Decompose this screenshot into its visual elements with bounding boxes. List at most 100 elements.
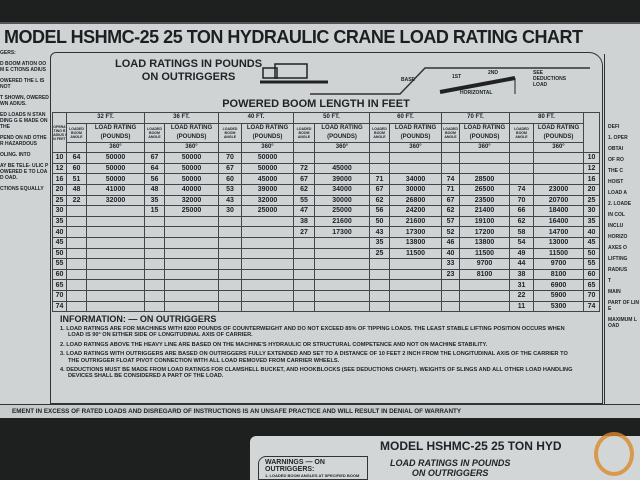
load-cell: 11500 (533, 247, 584, 260)
boom-length-header: 36 FT. (144, 112, 219, 124)
boom-length-header: 40 FT. (218, 112, 294, 124)
powered-boom-length-heading: POWERED BOOM LENGTH IN FEET (222, 98, 410, 110)
radius-cell: 12 (52, 162, 67, 175)
warnings-column: GERS: D BOOM ATION OOM E CTIONS ADIUS OWER… (0, 50, 49, 197)
boom-angle-cell: 46 (441, 236, 460, 249)
rotation-header: 360° (164, 141, 219, 154)
boom-angle-cell: 55 (293, 194, 315, 207)
load-cell: 23500 (459, 194, 510, 207)
load-cell: 6900 (533, 279, 584, 291)
boom-angle-header: LOADED BOOM ANGLE (144, 122, 165, 143)
boom-angle-cell: 67 (144, 152, 165, 164)
radius-cell: 35 (52, 215, 67, 228)
boom-angle-cell: 25 (369, 247, 390, 260)
radius-cell-right: 65 (583, 279, 600, 291)
definition-text: AXES O (608, 245, 627, 251)
lower-load-line-2: ON OUTRIGGERS (411, 468, 489, 478)
table-row: 25 22 32000 35 32000 43 32000 55 30000 62 26800 67 2… (52, 194, 600, 207)
boom-angle-cell: 56 (144, 173, 165, 185)
boom-angle-cell: 54 (509, 236, 534, 249)
radius-cell-right: 12 (583, 162, 600, 175)
radius-cell: 55 (52, 258, 67, 270)
radius-header: OPERATING RADIUS IN FEET (52, 111, 67, 154)
lower-plate (250, 436, 640, 480)
load-cell: 17300 (389, 226, 442, 238)
left-note: AY BE TELE- ULIC POWERED E TO LOAD OAD. (0, 163, 49, 181)
radius-cell-right: 20 (583, 183, 600, 196)
rotation-header: 360° (314, 141, 370, 154)
load-cell: 40000 (164, 183, 219, 196)
boom-angle-cell: 62 (509, 215, 534, 228)
radius-cell: 40 (52, 226, 67, 238)
load-cell: 26800 (389, 194, 442, 207)
radius-cell-right: 70 (583, 289, 600, 302)
boom-angle-cell: 67 (441, 194, 460, 207)
boom-angle-header: LOADED BOOM ANGLE (293, 122, 315, 143)
load-cell: 30000 (314, 194, 370, 207)
lower-load-line-1: LOAD RATINGS IN POUNDS (390, 458, 511, 468)
table-row: 70 22 5900 70 (52, 289, 600, 302)
definition-text: DEFI (608, 124, 620, 130)
radius-cell: 16 (52, 173, 67, 185)
load-table-frame (50, 52, 603, 404)
definition-text: 2. LOADE (608, 201, 632, 207)
radius-cell-right: 10 (583, 152, 600, 164)
load-cell: 24200 (389, 205, 442, 217)
boom-angle-cell: 49 (509, 247, 534, 260)
lower-load-header: LOAD RATINGS IN POUNDS ON OUTRIGGERS (390, 458, 510, 478)
load-cell: 25000 (314, 205, 370, 217)
radius-cell: 65 (52, 279, 67, 291)
boom-angle-cell: 48 (144, 183, 165, 196)
definition-text: MAXIMUM LOAD (608, 317, 637, 329)
boom-length-header: 70 FT. (441, 112, 510, 124)
definition-text: OBTAI (608, 146, 624, 152)
definition-text: PART OF LINE (608, 300, 640, 312)
boom-angle-cell: 44 (509, 258, 534, 270)
load-cell: 32000 (241, 194, 294, 207)
radius-cell-right: 16 (583, 173, 600, 185)
boom-2nd-label: 2ND (488, 70, 499, 76)
boom-angle-cell: 52 (441, 226, 460, 238)
lower-warning-item: 1. LOADED BOOM ANGLES AT SPECIFIED BOOM (265, 473, 360, 478)
boom-base-label: BASE (401, 77, 415, 83)
boom-angle-cell: 62 (369, 194, 390, 207)
radius-cell-right: 50 (583, 247, 600, 260)
rotation-header: 360° (389, 141, 442, 154)
boom-angle-cell: 71 (369, 173, 390, 185)
boom-angle-cell: 67 (369, 183, 390, 196)
radius-cell-right: 30 (583, 205, 600, 217)
info-item: 4. DEDUCTIONS MUST BE MADE FROM LOAD RAT… (60, 367, 573, 380)
load-cell: 20700 (533, 194, 584, 207)
info-item: 1. LOAD RATINGS ARE FOR MACHINES WITH 82… (60, 326, 565, 339)
load-rating-table: OPERATING RADIUS IN FEET 32 FT. 36 FT. 40 F… (52, 111, 600, 313)
boom-angle-cell: 53 (218, 183, 242, 196)
left-note: ED LOADS N STANDING G E MADE ON THE (0, 112, 48, 130)
load-cell: 25000 (241, 205, 294, 217)
load-cell: 11500 (389, 247, 442, 260)
table-row: 10 64 50000 67 50000 70 50000 10 (52, 152, 600, 164)
load-cell: 45000 (314, 162, 370, 175)
radius-cell-right: 55 (583, 258, 600, 270)
load-rating-header: LOAD RATING (POUNDS) (459, 122, 510, 143)
load-cell: 8100 (533, 268, 584, 281)
boom-angle-cell: 66 (509, 205, 534, 217)
boom-angle-cell: 35 (144, 194, 165, 207)
boom-angle-cell: 11 (509, 300, 534, 313)
load-rating-header: LOAD RATING (POUNDS) (314, 122, 370, 143)
load-cell: 32000 (164, 194, 219, 207)
table-row: 50 25 11500 40 11500 49 11500 50 (52, 247, 600, 260)
rotation-header: 360° (533, 141, 584, 154)
table-row: 74 11 5300 74 (52, 300, 600, 313)
lower-warnings-box: WARNINGS — ON OUTRIGGERS: 1. LOADED BOOM … (258, 456, 368, 480)
boom-length-header: 50 FT. (293, 112, 370, 124)
radius-cell-right: 25 (583, 194, 600, 207)
radius-cell-right: 35 (583, 215, 600, 228)
load-cell: 50000 (241, 152, 294, 164)
rotation-header: 360° (86, 141, 145, 154)
radius-cell: 25 (52, 194, 67, 207)
watermark-logo (594, 432, 634, 476)
left-note: PEND ON ND OTHER HAZARDOUS (0, 135, 47, 147)
boom-angle-cell: 74 (441, 173, 460, 185)
boom-angle-cell: 15 (144, 205, 165, 217)
boom-angle-cell: 38 (293, 215, 315, 228)
